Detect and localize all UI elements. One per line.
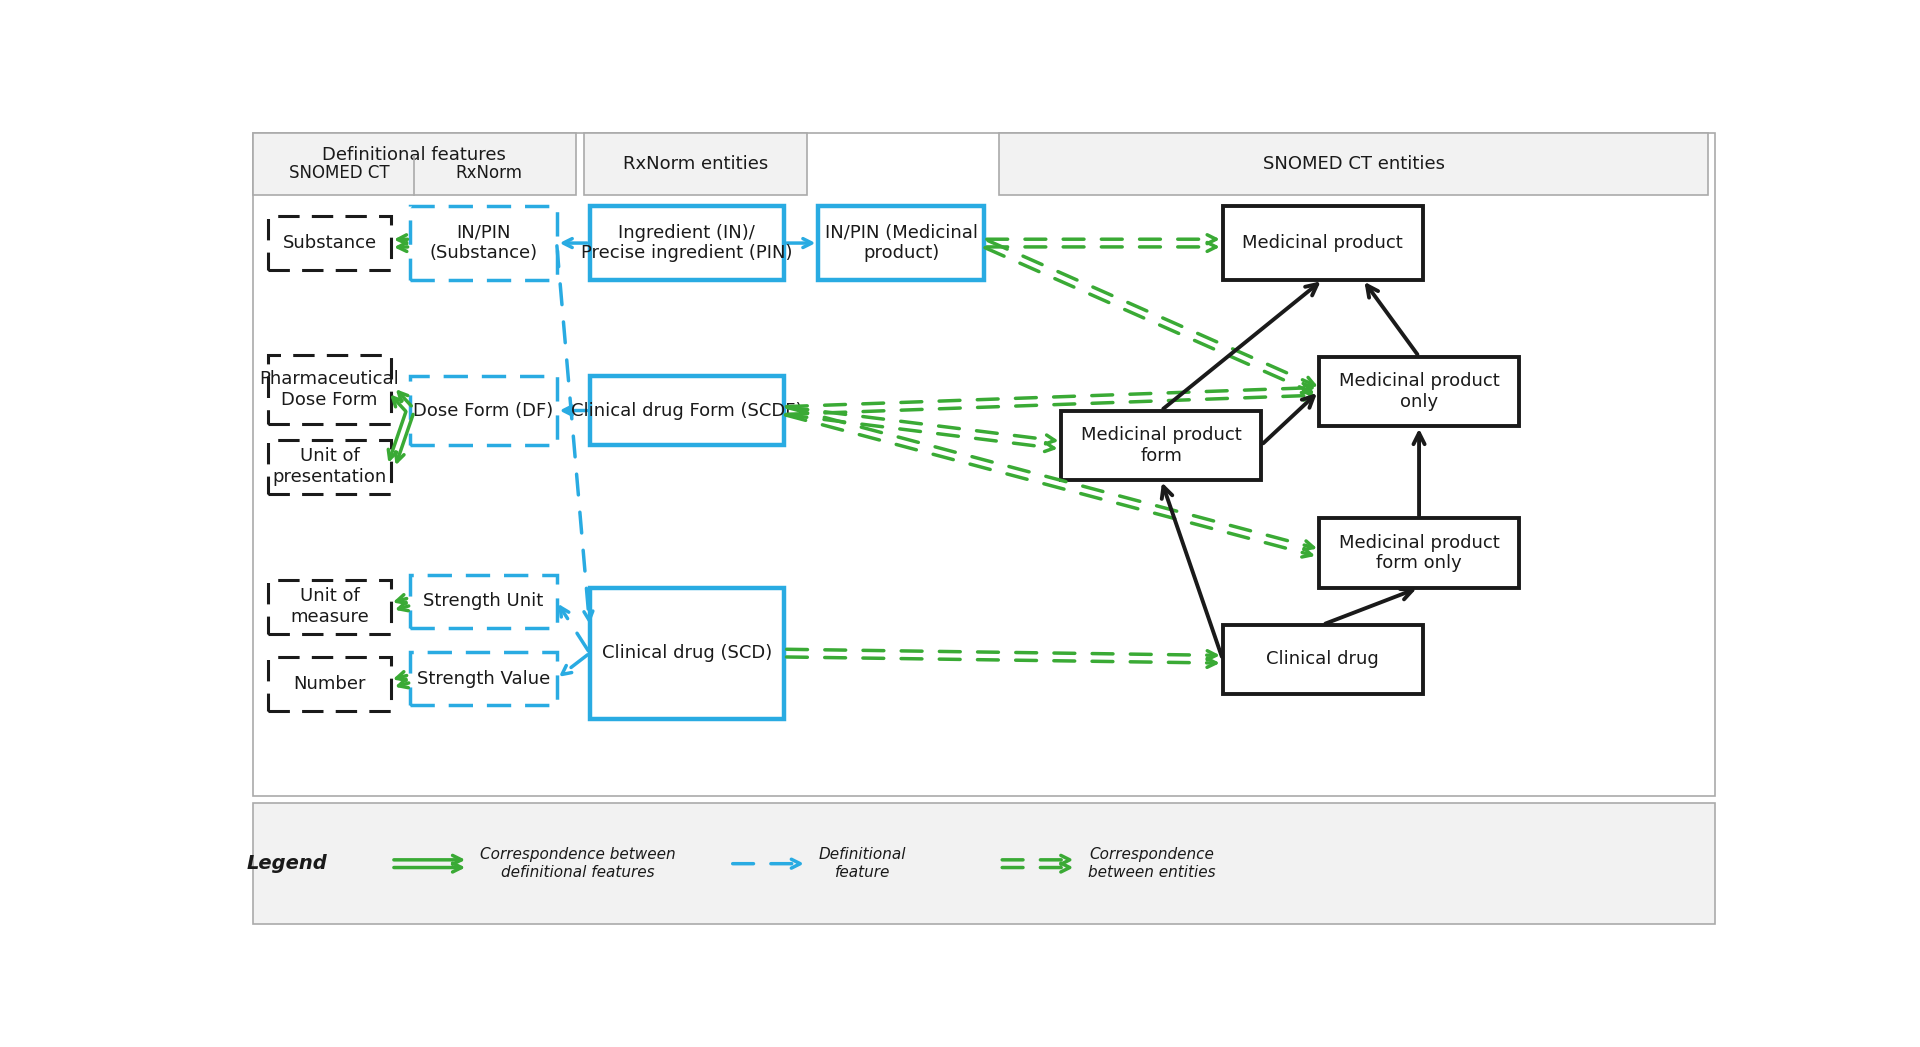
Text: Clinical drug (SCD): Clinical drug (SCD): [601, 644, 772, 662]
Bar: [818, 206, 983, 280]
Text: Number: Number: [294, 675, 365, 693]
Text: Unit of
presentation: Unit of presentation: [273, 447, 386, 486]
Text: Medicinal product
only: Medicinal product only: [1338, 372, 1500, 410]
Bar: [411, 376, 557, 445]
Bar: [1223, 206, 1423, 280]
Text: Medicinal product
form only: Medicinal product form only: [1338, 534, 1500, 573]
Text: Definitional
feature: Definitional feature: [818, 847, 906, 879]
Bar: [253, 133, 576, 195]
Bar: [269, 656, 392, 711]
Text: Strength Unit: Strength Unit: [424, 593, 543, 610]
Bar: [584, 133, 806, 195]
Bar: [411, 206, 557, 280]
Bar: [253, 803, 1715, 925]
Bar: [253, 133, 1715, 796]
Text: Substance: Substance: [282, 235, 376, 252]
Text: Pharmaceutical
Dose Form: Pharmaceutical Dose Form: [259, 371, 399, 409]
Bar: [1223, 625, 1423, 694]
Bar: [269, 355, 392, 424]
Text: RxNorm: RxNorm: [455, 164, 522, 182]
Bar: [269, 440, 392, 494]
Bar: [1319, 518, 1519, 587]
Bar: [1319, 357, 1519, 426]
Text: IN/PIN
(Substance): IN/PIN (Substance): [430, 224, 538, 263]
Bar: [269, 580, 392, 633]
Bar: [589, 587, 783, 718]
Bar: [269, 217, 392, 270]
Bar: [1000, 133, 1707, 195]
Text: SNOMED CT entities: SNOMED CT entities: [1263, 155, 1444, 173]
Text: Clinical drug: Clinical drug: [1267, 650, 1379, 668]
Bar: [1062, 410, 1261, 480]
Text: Correspondence
between entities: Correspondence between entities: [1089, 847, 1215, 879]
Text: Medicinal product
form: Medicinal product form: [1081, 426, 1242, 465]
Text: Unit of
measure: Unit of measure: [290, 587, 369, 626]
Text: Ingredient (IN)/
Precise ingredient (PIN): Ingredient (IN)/ Precise ingredient (PIN…: [582, 224, 793, 263]
Text: Dose Form (DF): Dose Form (DF): [413, 402, 553, 420]
Bar: [589, 206, 783, 280]
Text: Clinical drug Form (SCDF): Clinical drug Form (SCDF): [570, 402, 803, 420]
Text: RxNorm entities: RxNorm entities: [622, 155, 768, 173]
Text: SNOMED CT: SNOMED CT: [290, 164, 390, 182]
Bar: [589, 376, 783, 445]
Text: IN/PIN (Medicinal
product): IN/PIN (Medicinal product): [826, 224, 977, 263]
Text: Strength Value: Strength Value: [417, 669, 551, 688]
Bar: [411, 575, 557, 628]
Text: Medicinal product: Medicinal product: [1242, 235, 1404, 252]
Bar: [411, 651, 557, 706]
Text: Correspondence between
definitional features: Correspondence between definitional feat…: [480, 847, 676, 879]
Text: Definitional features: Definitional features: [323, 146, 507, 164]
Text: Legend: Legend: [248, 854, 328, 873]
